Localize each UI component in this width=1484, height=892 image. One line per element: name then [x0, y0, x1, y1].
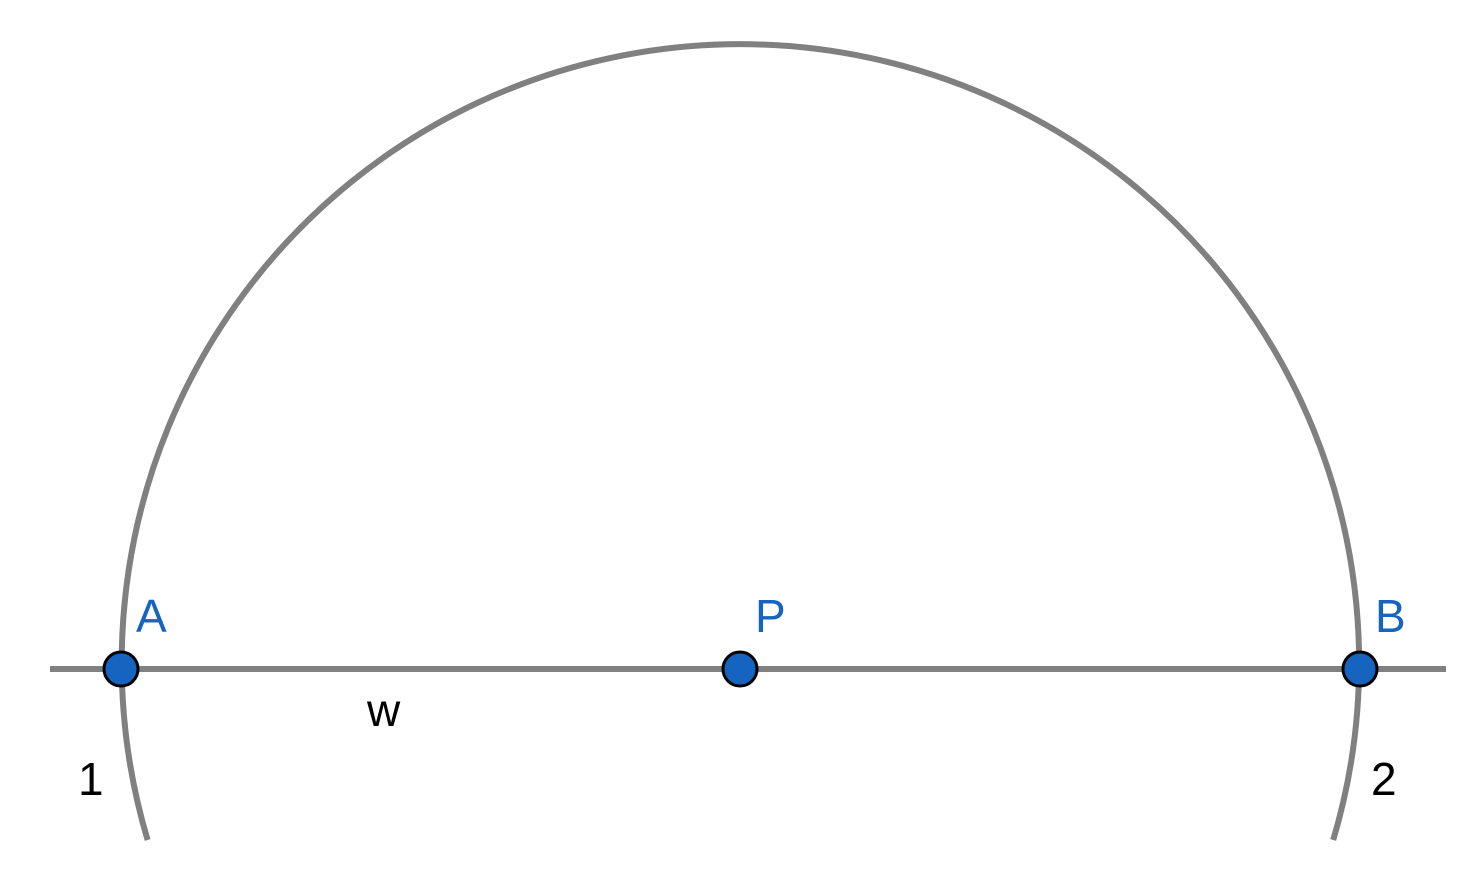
circle-arc[interactable]	[118, 41, 1363, 841]
line-w-label: w	[366, 684, 401, 736]
point-b[interactable]	[1341, 650, 1379, 688]
arc-right-label: 2	[1371, 753, 1397, 805]
arc-left-label: 1	[78, 753, 104, 805]
point-p-label: P	[755, 590, 786, 642]
point-a-label: A	[136, 590, 167, 642]
point-p[interactable]	[721, 650, 759, 688]
point-a[interactable]	[102, 650, 140, 688]
point-b-label: B	[1375, 590, 1406, 642]
